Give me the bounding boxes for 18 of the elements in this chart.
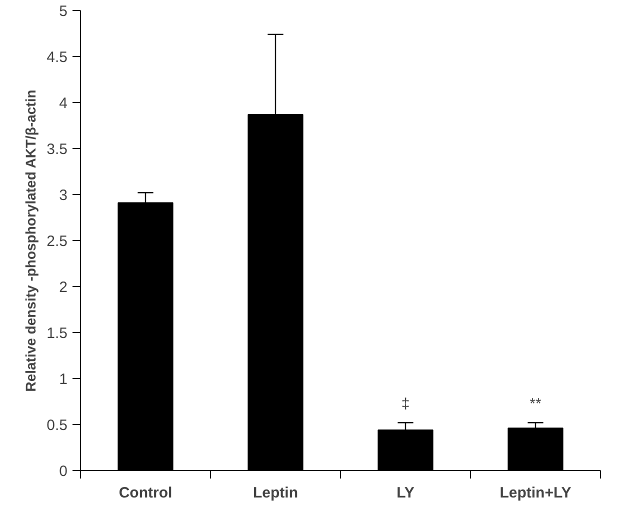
y-tick-label: 2 xyxy=(59,279,68,296)
y-tick-label: 4.5 xyxy=(46,49,68,66)
y-tick-label: 4 xyxy=(59,95,68,112)
x-tick-label: Control xyxy=(118,484,172,502)
x-tick-label: LY xyxy=(396,484,414,502)
y-tick-label: 3 xyxy=(59,187,68,204)
y-axis-title: Relative density -phosphorylated AKT/β-actin xyxy=(22,90,39,392)
y-tick-label: 3.5 xyxy=(46,141,68,158)
y-tick-label: 1 xyxy=(59,371,68,388)
y-tick-label: 0 xyxy=(59,463,68,480)
y-tick-label: 2.5 xyxy=(46,233,68,250)
y-tick-label: 5 xyxy=(59,3,68,20)
y-tick-label: 1.5 xyxy=(46,325,68,342)
annotation: ‡ xyxy=(401,396,410,413)
x-tick-label: Leptin+LY xyxy=(500,484,572,502)
annotation: ** xyxy=(530,396,542,413)
x-tick-label: Leptin xyxy=(253,484,298,502)
y-tick-label: 0.5 xyxy=(46,417,68,434)
